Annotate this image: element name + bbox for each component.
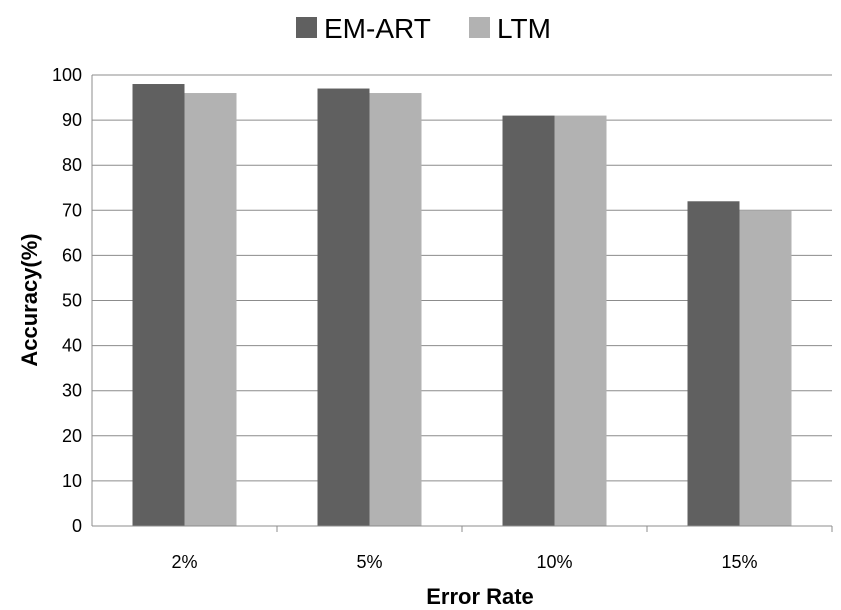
y-tick-label-30: 30 — [62, 381, 82, 401]
x-tick-label-2pct: 2% — [171, 552, 197, 572]
x-tick-labels: 2% 5% 10% 15% — [171, 552, 757, 572]
y-tick-label-80: 80 — [62, 155, 82, 175]
bar-ltm-5pct — [369, 93, 422, 526]
bars — [132, 84, 792, 527]
bar-em-art-10pct — [502, 115, 555, 526]
bar-em-art-5pct — [317, 88, 370, 526]
legend-swatch-em-art — [296, 17, 317, 38]
legend: EM-ART LTM — [296, 13, 551, 44]
y-tick-labels: 0 10 20 30 40 50 60 70 80 90 100 — [52, 65, 82, 536]
y-tick-label-100: 100 — [52, 65, 82, 85]
bar-em-art-15pct — [687, 201, 740, 526]
y-tick-label-60: 60 — [62, 245, 82, 265]
bar-ltm-2pct — [184, 93, 237, 526]
y-tick-label-0: 0 — [72, 516, 82, 536]
y-axis-title: Accuracy(%) — [17, 233, 42, 366]
x-axis-title: Error Rate — [426, 584, 534, 609]
bar-ltm-15pct — [739, 210, 792, 527]
x-tick-label-10pct: 10% — [536, 552, 572, 572]
y-tick-label-20: 20 — [62, 426, 82, 446]
legend-swatch-ltm — [469, 17, 490, 38]
legend-label-ltm: LTM — [497, 13, 551, 44]
y-tick-label-70: 70 — [62, 200, 82, 220]
x-tick-label-5pct: 5% — [356, 552, 382, 572]
y-tick-label-10: 10 — [62, 471, 82, 491]
y-tick-label-50: 50 — [62, 291, 82, 311]
y-tick-label-40: 40 — [62, 336, 82, 356]
y-tick-label-90: 90 — [62, 110, 82, 130]
axes — [91, 75, 833, 532]
legend-label-em-art: EM-ART — [324, 13, 431, 44]
bar-ltm-10pct — [554, 115, 607, 526]
x-tick-label-15pct: 15% — [721, 552, 757, 572]
bar-em-art-2pct — [132, 84, 185, 527]
